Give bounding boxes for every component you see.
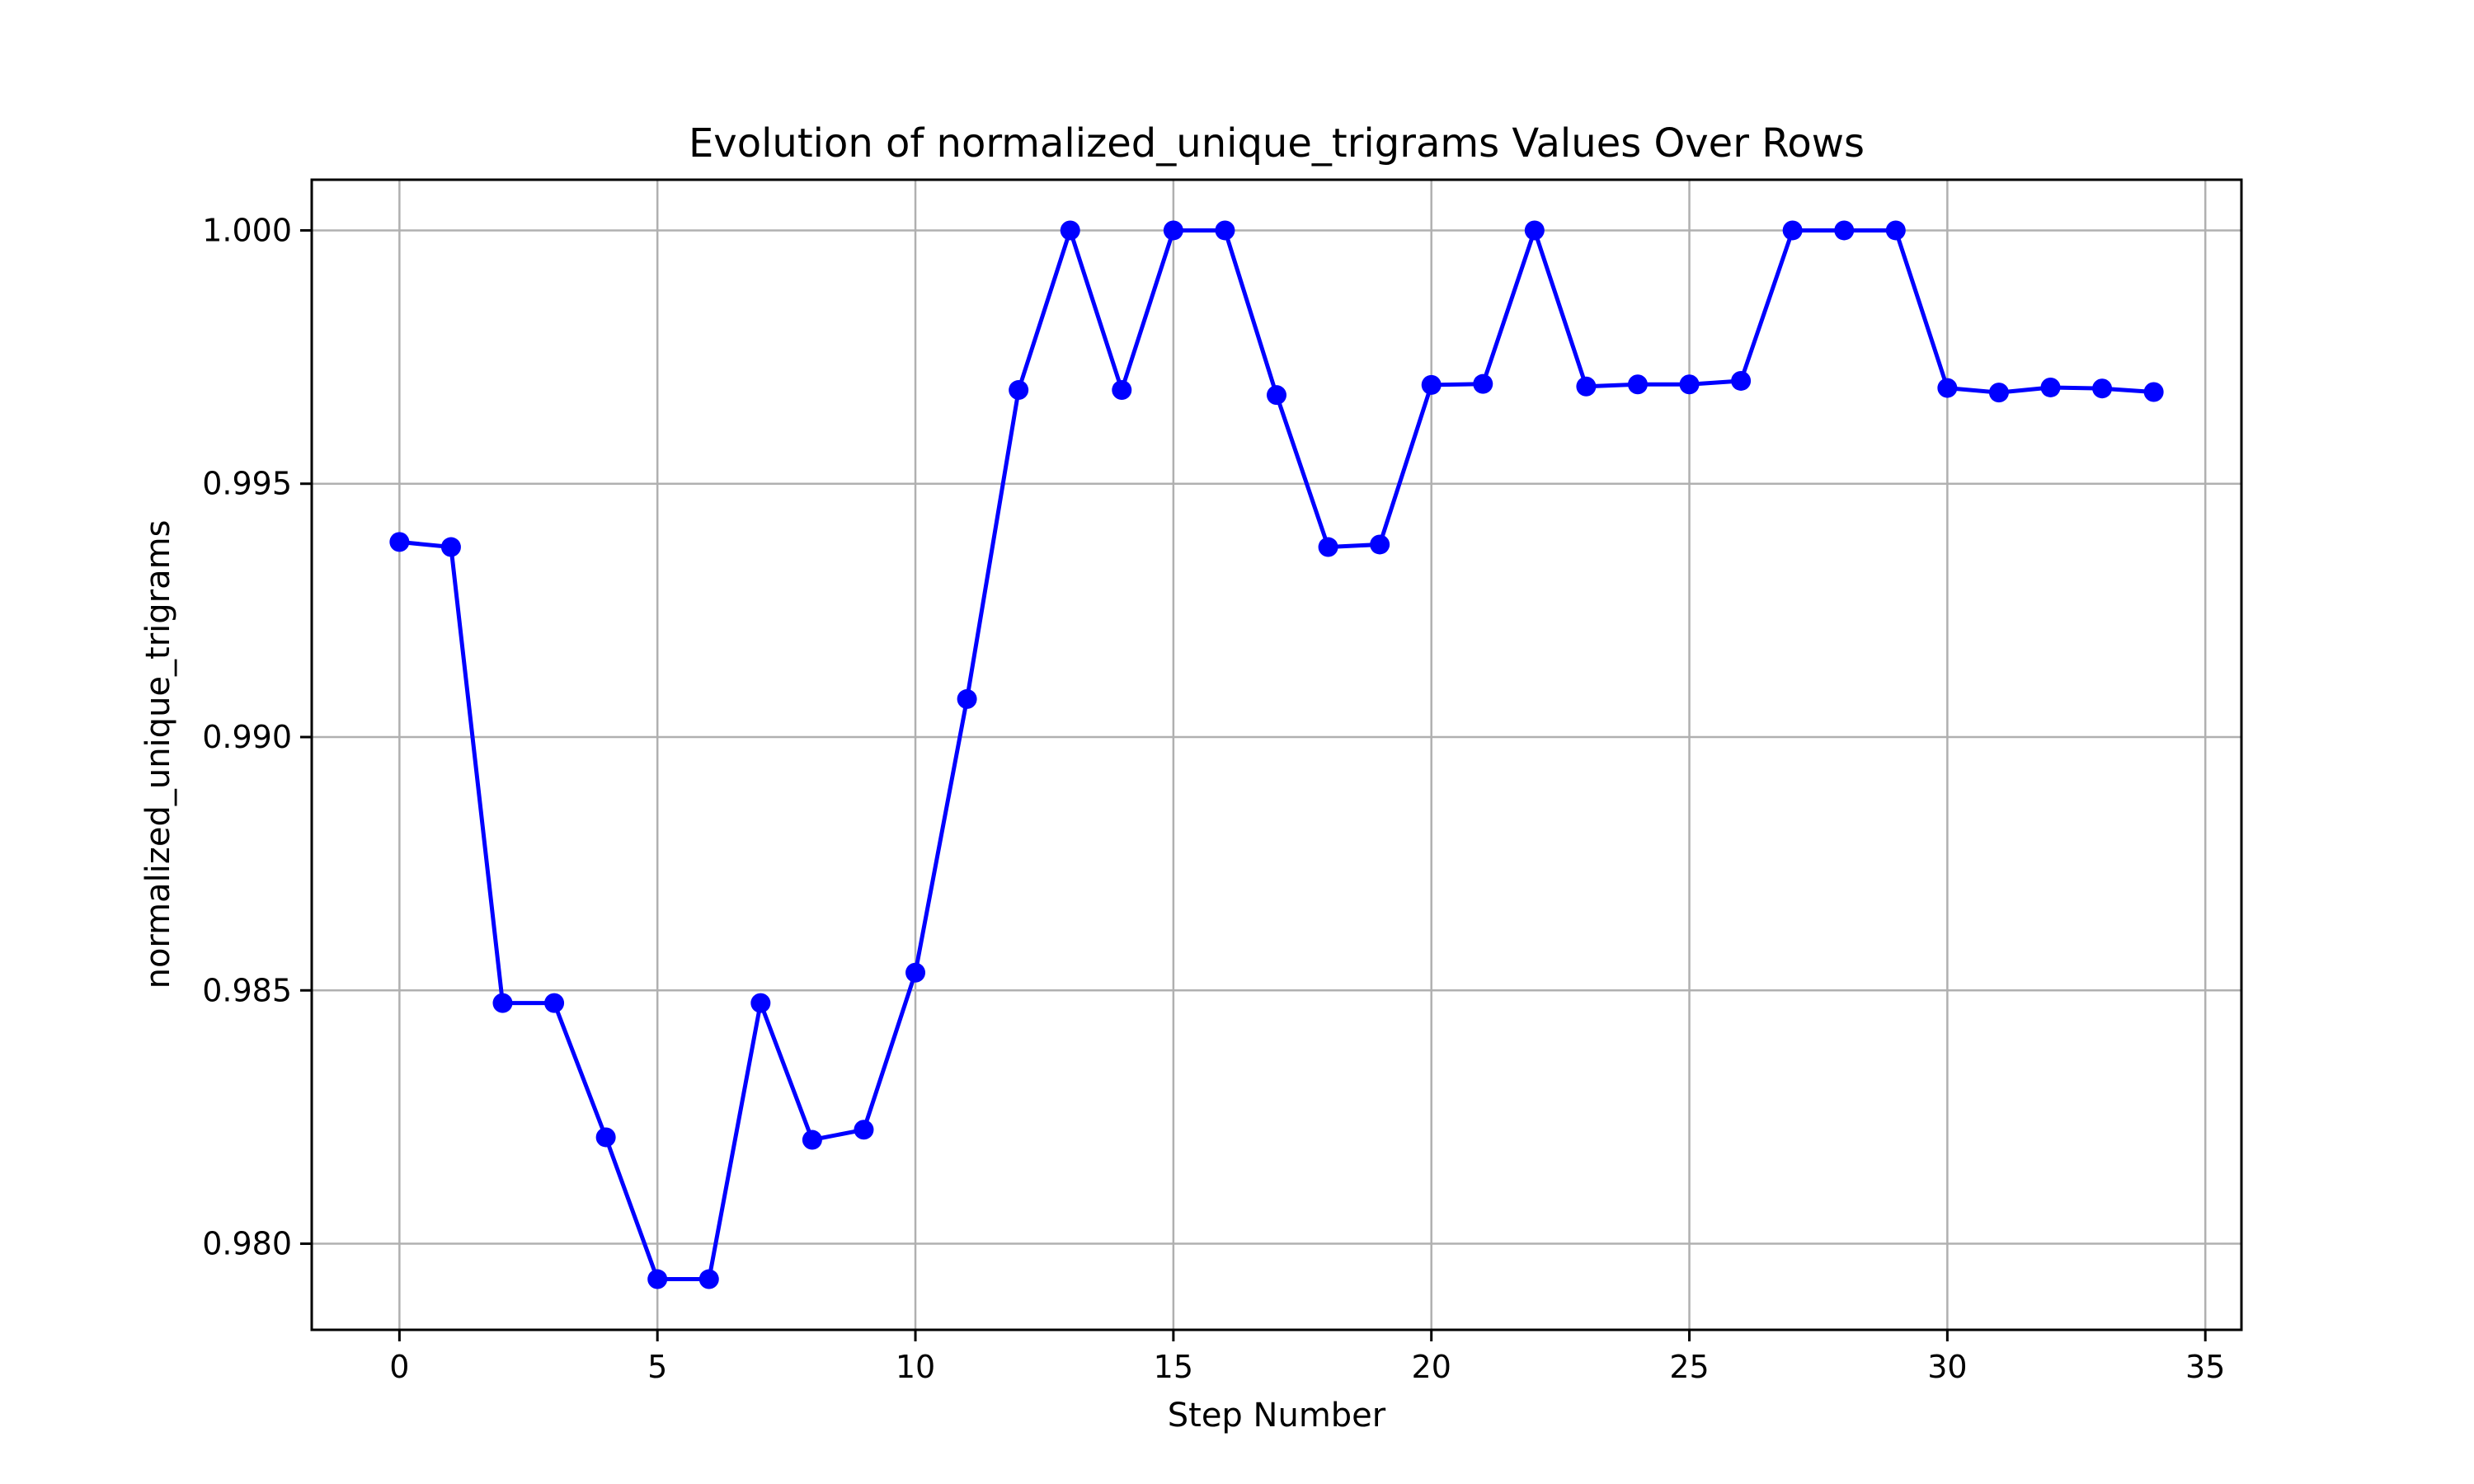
y-tick-label: 0.990 xyxy=(202,719,292,755)
data-point xyxy=(492,993,513,1013)
data-point xyxy=(1834,220,1855,241)
data-point xyxy=(1421,374,1442,395)
x-axis-label: Step Number xyxy=(1168,1397,1386,1435)
y-tick-label: 0.985 xyxy=(202,972,292,1008)
data-point xyxy=(698,1269,719,1289)
data-point xyxy=(1524,220,1545,241)
plot-frame xyxy=(310,178,2243,1331)
data-point xyxy=(1885,220,1906,241)
x-tick-label: 15 xyxy=(1154,1349,1193,1385)
data-point xyxy=(802,1129,822,1150)
x-tick-label: 0 xyxy=(389,1349,409,1385)
x-tick-label: 5 xyxy=(647,1349,667,1385)
data-point xyxy=(2092,378,2113,399)
data-point xyxy=(854,1120,874,1140)
data-point xyxy=(1370,534,1390,555)
data-point xyxy=(1473,373,1493,394)
data-point xyxy=(2040,377,2061,397)
data-point xyxy=(1937,378,1958,398)
data-point xyxy=(1731,370,1752,391)
data-point xyxy=(2143,382,2164,402)
x-tick-label: 25 xyxy=(1669,1349,1709,1385)
x-tick-label: 30 xyxy=(1927,1349,1967,1385)
data-point xyxy=(1576,376,1597,397)
data-point xyxy=(1318,537,1338,557)
x-tick-label: 20 xyxy=(1412,1349,1451,1385)
data-point xyxy=(905,962,926,983)
data-point xyxy=(647,1269,668,1289)
x-tick-label: 10 xyxy=(896,1349,935,1385)
data-point xyxy=(389,532,410,552)
data-point xyxy=(1988,383,2009,403)
y-tick-label: 1.000 xyxy=(202,212,292,248)
data-point xyxy=(1627,374,1648,395)
grid-lines xyxy=(312,180,2241,1330)
data-point xyxy=(750,993,771,1013)
data-point xyxy=(1215,220,1235,241)
data-point xyxy=(595,1127,616,1148)
data-point xyxy=(1009,380,1029,401)
data-point xyxy=(957,688,977,709)
data-point xyxy=(1782,220,1803,241)
chart-title: Evolution of normalized_unique_trigrams … xyxy=(689,120,1865,167)
data-point xyxy=(1163,220,1183,241)
data-point xyxy=(1060,220,1080,241)
series-layer xyxy=(389,220,2164,1289)
data-point xyxy=(1112,380,1132,401)
data-point xyxy=(544,993,565,1013)
y-tick-label: 0.980 xyxy=(202,1226,292,1262)
y-axis-label: normalized_unique_trigrams xyxy=(139,520,177,989)
y-tick-label: 0.995 xyxy=(202,466,292,502)
axis-ticks: 0 5 10 15 20 25 30 35 0.980 0.985 0.990 0.995 1.000 xyxy=(202,212,2225,1385)
data-point xyxy=(1267,385,1286,406)
x-tick-label: 35 xyxy=(2185,1349,2225,1385)
data-point xyxy=(440,537,461,557)
data-point xyxy=(1679,374,1700,395)
